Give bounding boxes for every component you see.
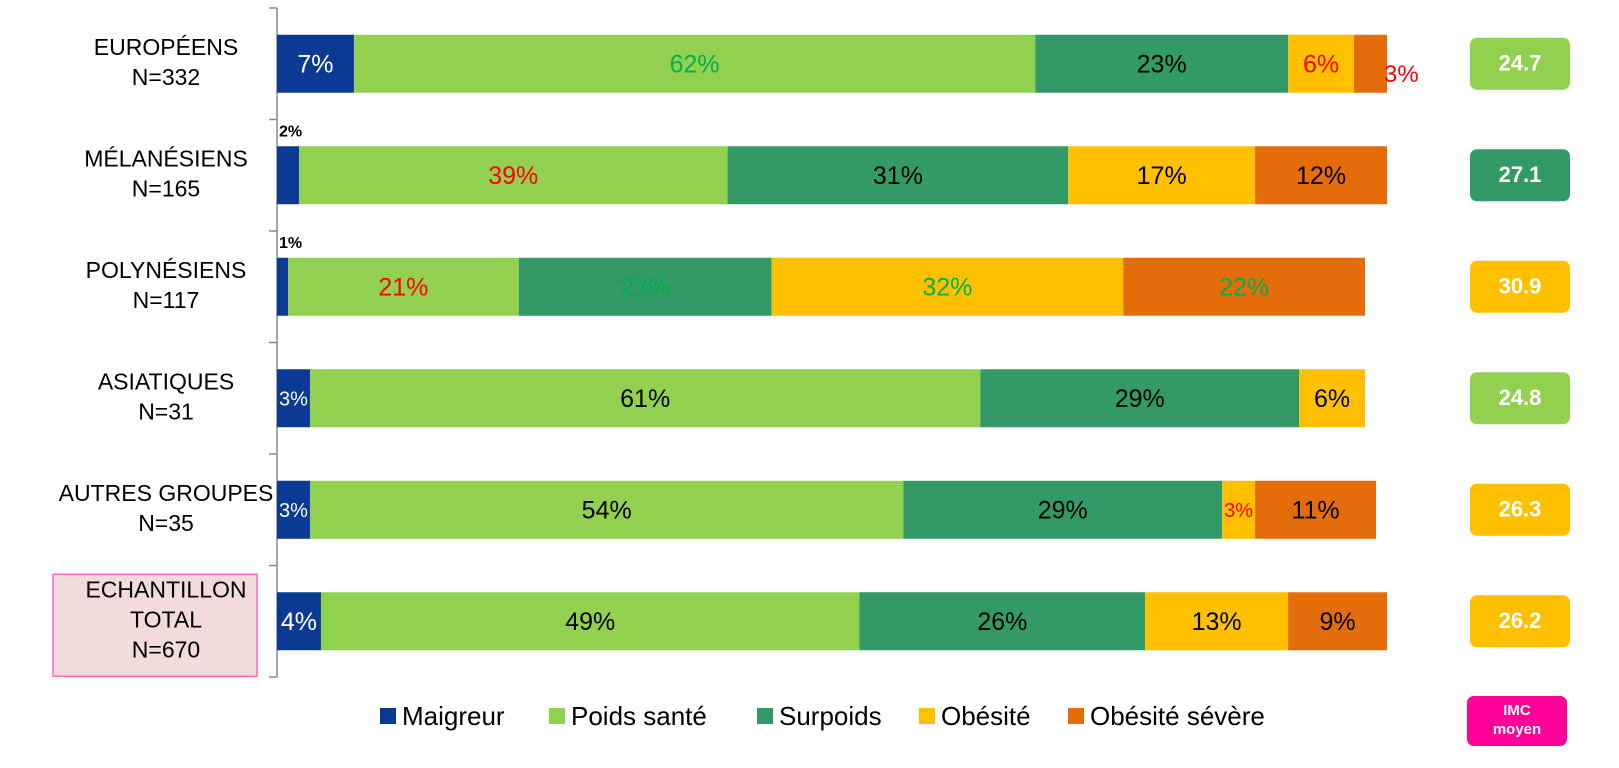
category-label: TOTAL [130, 606, 202, 632]
value-label: 17% [1137, 162, 1187, 190]
bar-segment [903, 480, 1223, 539]
imc-value: 26.2 [1499, 608, 1542, 633]
bar-segment [353, 34, 1036, 93]
value-label: 3% [279, 389, 308, 411]
value-label: 61% [620, 385, 670, 413]
category-label: N=332 [132, 64, 200, 90]
imc-badge [1470, 372, 1570, 425]
value-label: 3% [1384, 61, 1419, 88]
imc-value: 30.9 [1499, 274, 1542, 299]
bar-segment [277, 480, 310, 539]
value-label: 6% [1303, 50, 1339, 78]
category-label: N=31 [138, 398, 194, 424]
value-label: 1% [279, 235, 302, 252]
bar-segment [309, 480, 904, 539]
bar-segment [1255, 146, 1387, 205]
imc-value: 24.7 [1499, 51, 1542, 76]
value-label: 9% [1319, 608, 1355, 636]
value-label: 23% [620, 273, 670, 301]
bar-segment [287, 257, 519, 316]
bar-segment [1288, 592, 1387, 651]
legend-swatch [757, 708, 773, 724]
legend-swatch [1068, 708, 1084, 724]
legend-swatch [380, 708, 396, 724]
category-label: MÉLANÉSIENS [84, 145, 248, 171]
legend-label: Obésité [941, 701, 1031, 731]
bar-segment [859, 592, 1146, 651]
bar-segment [277, 592, 321, 651]
value-label: 31% [873, 162, 923, 190]
value-label: 29% [1038, 496, 1088, 524]
imc-badge [1470, 260, 1570, 313]
legend-label: Surpoids [779, 701, 882, 731]
bar-segment [277, 34, 354, 93]
value-label: 13% [1192, 608, 1242, 636]
value-label: 32% [922, 273, 972, 301]
bar-segment [518, 257, 772, 316]
legend-label: Obésité sévère [1090, 701, 1265, 731]
value-label: 7% [297, 50, 333, 78]
category-label: N=165 [132, 175, 200, 201]
bar-segment [771, 257, 1124, 316]
value-label: 11% [1291, 496, 1339, 524]
category-label: ASIATIQUES [98, 368, 234, 394]
bar-segment [309, 369, 981, 428]
legend-label: Poids santé [571, 701, 707, 731]
category-label: EUROPÉENS [94, 34, 238, 60]
bar-segment [1299, 369, 1366, 428]
imc-value: 27.1 [1499, 162, 1542, 187]
category-label: POLYNÉSIENS [86, 257, 247, 283]
legend-label: Maigreur [402, 701, 505, 731]
value-label: 2% [279, 123, 302, 140]
bar-segment [277, 146, 299, 205]
value-label: 29% [1115, 385, 1165, 413]
value-label: 3% [1224, 500, 1253, 522]
value-label: 4% [281, 608, 317, 636]
bar-segment [1255, 480, 1376, 539]
value-label: 23% [1137, 50, 1187, 78]
bar-segment [1354, 34, 1387, 93]
imc-value: 26.3 [1499, 497, 1542, 522]
value-label: 49% [565, 608, 615, 636]
category-label: N=117 [133, 287, 200, 313]
imc-title: IMC [1503, 702, 1531, 719]
bar-segment [1123, 257, 1366, 316]
value-label: 22% [1219, 273, 1269, 301]
bar-segment [1035, 34, 1289, 93]
bar-segment [298, 146, 728, 205]
category-label: AUTRES GROUPES [59, 480, 274, 506]
highlight-box [52, 573, 258, 677]
category-label: ECHANTILLON [85, 576, 246, 602]
legend-swatch [549, 708, 565, 724]
bar-segment [320, 592, 860, 651]
value-label: 21% [378, 273, 428, 301]
value-label: 3% [279, 500, 308, 522]
bar-segment [1145, 592, 1289, 651]
imc-badge [1470, 595, 1570, 648]
value-label: 62% [670, 50, 720, 78]
bar-segment [1288, 34, 1355, 93]
imc-value: 24.8 [1499, 385, 1542, 410]
value-label: 54% [582, 496, 632, 524]
bar-segment [277, 257, 288, 316]
value-label: 39% [488, 162, 538, 190]
category-label: N=35 [138, 510, 194, 536]
imc-title-badge [1467, 696, 1567, 746]
value-label: 12% [1296, 162, 1346, 190]
value-label: 26% [977, 608, 1027, 636]
bar-segment [1068, 146, 1256, 205]
bar-segment [1222, 480, 1256, 539]
imc-badge [1470, 483, 1570, 536]
category-label: N=670 [132, 636, 200, 662]
legend-swatch [919, 708, 935, 724]
imc-title: moyen [1493, 721, 1541, 738]
value-label: 6% [1314, 385, 1350, 413]
bar-segment [727, 146, 1069, 205]
bar-segment [277, 369, 310, 428]
imc-badge [1470, 149, 1570, 202]
bar-segment [980, 369, 1300, 428]
imc-badge [1470, 37, 1570, 90]
